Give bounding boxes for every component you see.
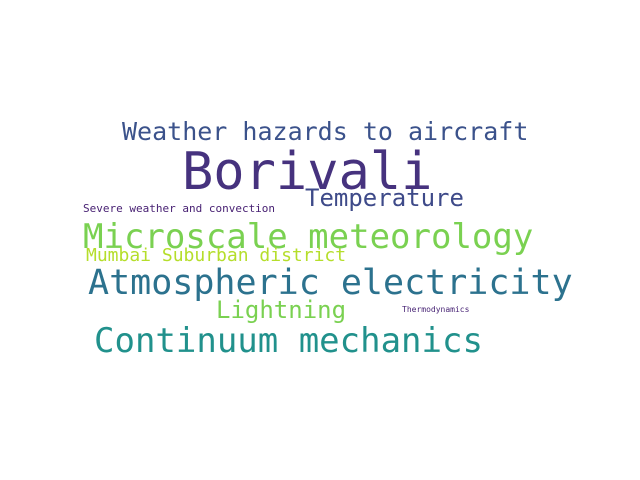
word-atmospheric-electricity: Atmospheric electricity xyxy=(88,263,573,303)
word-borivali: Borivali xyxy=(182,142,433,202)
word-weather-hazards-to-aircraft: Weather hazards to aircraft xyxy=(122,117,529,146)
word-temperature: Temperature xyxy=(305,184,464,212)
word-thermodynamics: Thermodynamics xyxy=(402,305,470,314)
word-microscale-meteorology: Microscale meteorology xyxy=(83,217,534,257)
word-mumbai-suburban-district: Mumbai Suburban district xyxy=(86,245,347,266)
word-lightning: Lightning xyxy=(216,296,347,324)
word-continuum-mechanics: Continuum mechanics xyxy=(94,321,483,361)
word-severe-weather-and-convection: Severe weather and convection xyxy=(83,202,276,215)
